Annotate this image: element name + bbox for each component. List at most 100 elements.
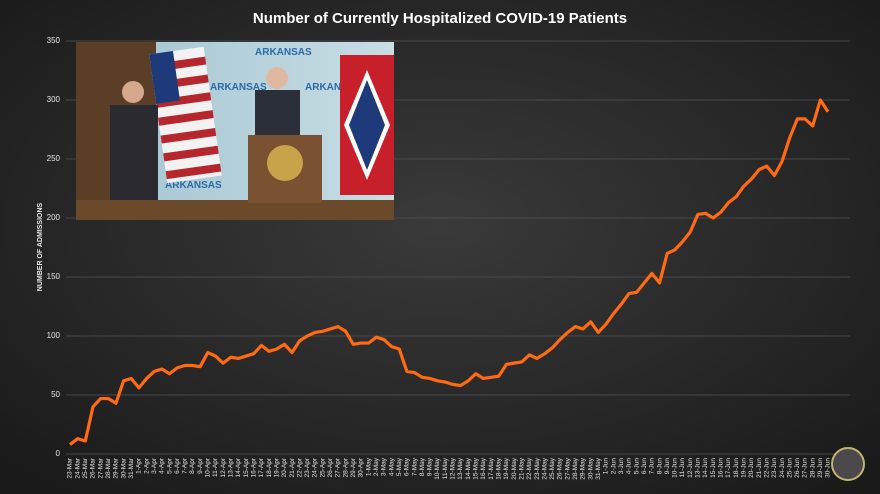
x-tick-label: 25-Apr (319, 457, 326, 477)
x-tick-label: 7-Jun (649, 458, 656, 475)
x-tick-label: 30-May (587, 457, 594, 479)
svg-text:ARKANSAS: ARKANSAS (210, 82, 267, 93)
x-tick-label: 11-Jun (679, 458, 686, 478)
x-tick-label: 15-Apr (243, 457, 250, 477)
svg-text:ARKANSAS: ARKANSAS (305, 82, 362, 93)
x-tick-label: 9-May (427, 457, 434, 476)
x-tick-label: 12-Apr (220, 457, 227, 477)
x-tick-label: 28-Mar (105, 457, 112, 478)
x-tick-label: 10-May (434, 457, 441, 479)
x-tick-label: 19-Jun (740, 458, 747, 478)
x-tick-label: 17-Apr (258, 457, 265, 477)
x-tick-label: 21-Apr (289, 457, 296, 477)
x-tick-label: 26-Apr (327, 457, 334, 477)
svg-text:ARKANSAS: ARKANSAS (165, 180, 222, 191)
x-tick-label: 25-Mar (82, 457, 89, 478)
x-tick-label: 29-Jun (817, 458, 824, 478)
x-tick-label: 24-May (541, 457, 548, 479)
y-tick-label: 300 (47, 95, 61, 104)
x-tick-label: 3-Apr (151, 457, 158, 474)
x-tick-label: 22-Jun (763, 458, 770, 478)
x-tick-label: 4-Jun (626, 458, 633, 475)
x-tick-label: 21-Jun (756, 458, 763, 478)
x-tick-label: 29-May (580, 457, 587, 479)
x-tick-label: 1-May (365, 457, 372, 476)
x-tick-label: 26-Mar (90, 457, 97, 478)
x-tick-label: 20-Apr (281, 457, 288, 477)
x-tick-label: 25-Jun (786, 458, 793, 478)
x-tick-label: 16-Apr (250, 457, 257, 477)
x-tick-label: 27-May (564, 457, 571, 479)
x-tick-label: 29-Apr (350, 457, 357, 477)
svg-text:ARKANSAS: ARKANSAS (255, 47, 312, 58)
x-tick-label: 10-Apr (205, 457, 212, 477)
chart-title: Number of Currently Hospitalized COVID-1… (253, 10, 627, 27)
x-tick-label: 30-Mar (120, 457, 127, 478)
x-tick-label: 2-Apr (143, 457, 150, 474)
x-tick-label: 6-Jun (641, 458, 648, 475)
x-tick-label: 14-May (465, 457, 472, 479)
x-tick-label: 17-Jun (725, 458, 732, 478)
x-tick-label: 26-May (557, 457, 564, 479)
x-tick-label: 30-Jun (825, 458, 832, 478)
x-tick-label: 8-Jun (656, 458, 663, 475)
x-tick-label: 19-Apr (273, 457, 280, 477)
x-tick-label: 22-Apr (296, 457, 303, 477)
y-tick-label: 100 (47, 331, 61, 340)
x-tick-label: 22-May (526, 457, 533, 479)
y-tick-label: 150 (47, 272, 61, 281)
x-tick-label: 30-Apr (358, 457, 365, 477)
x-tick-label: 7-Apr (182, 457, 189, 474)
x-tick-label: 13-Apr (228, 457, 235, 477)
x-tick-label: 8-Apr (189, 457, 196, 474)
x-tick-label: 24-Mar (74, 457, 81, 478)
x-tick-label: 3-Jun (618, 458, 625, 475)
x-tick-label: 31-Mar (128, 457, 135, 478)
x-tick-label: 15-Jun (710, 458, 717, 478)
x-tick-label: 17-May (488, 457, 495, 479)
x-tick-label: 20-Jun (748, 458, 755, 478)
y-tick-label: 350 (47, 36, 61, 45)
x-tick-label: 2-Jun (610, 458, 617, 475)
x-tick-label: 25-May (549, 457, 556, 479)
x-tick-label: 11-Apr (212, 457, 219, 477)
y-tick-label: 250 (47, 154, 61, 163)
x-tick-label: 2-May (373, 457, 380, 476)
x-tick-label: 16-Jun (718, 458, 725, 478)
y-tick-label: 0 (56, 449, 61, 458)
x-tick-label: 20-May (511, 457, 518, 479)
x-tick-label: 1-Apr (136, 457, 143, 474)
x-tick-label: 14-Apr (235, 457, 242, 477)
data-line (69, 98, 830, 446)
x-tick-label: 4-May (388, 457, 395, 476)
x-tick-label: 5-May (396, 457, 403, 476)
x-tick-label: 24-Apr (312, 457, 319, 477)
x-tick-label: 26-Jun (794, 458, 801, 478)
seal (831, 447, 865, 481)
x-tick-label: 18-Jun (733, 458, 740, 478)
x-tick-label: 23-Apr (304, 457, 311, 477)
x-tick-label: 21-May (518, 457, 525, 479)
x-tick-label: 9-Jun (664, 458, 671, 475)
x-tick-label: 6-May (404, 457, 411, 476)
x-tick-label: 8-May (419, 457, 426, 476)
x-tick-label: 27-Apr (335, 457, 342, 477)
y-axis-label: NUMBER OF ADMISSIONS (37, 202, 44, 291)
x-tick-label: 23-May (534, 457, 541, 479)
x-tick-label: 28-Apr (342, 457, 349, 477)
x-tick-label: 6-Apr (174, 457, 181, 474)
x-tick-label: 27-Mar (97, 457, 104, 478)
x-tick-label: 23-Mar (67, 457, 74, 478)
x-tick-label: 4-Apr (159, 457, 166, 474)
x-tick-label: 13-Jun (695, 458, 702, 478)
x-tick-label: 27-Jun (802, 458, 809, 478)
video-inset: ARKANSAS ARKANSAS ARKANSAS ARKANSAS (76, 42, 394, 220)
x-tick-label: 11-May (442, 457, 449, 479)
x-tick-label: 3-May (381, 457, 388, 476)
x-tick-label: 28-Jun (809, 458, 816, 478)
x-tick-label: 12-May (450, 457, 457, 479)
x-tick-label: 9-Apr (197, 457, 204, 474)
